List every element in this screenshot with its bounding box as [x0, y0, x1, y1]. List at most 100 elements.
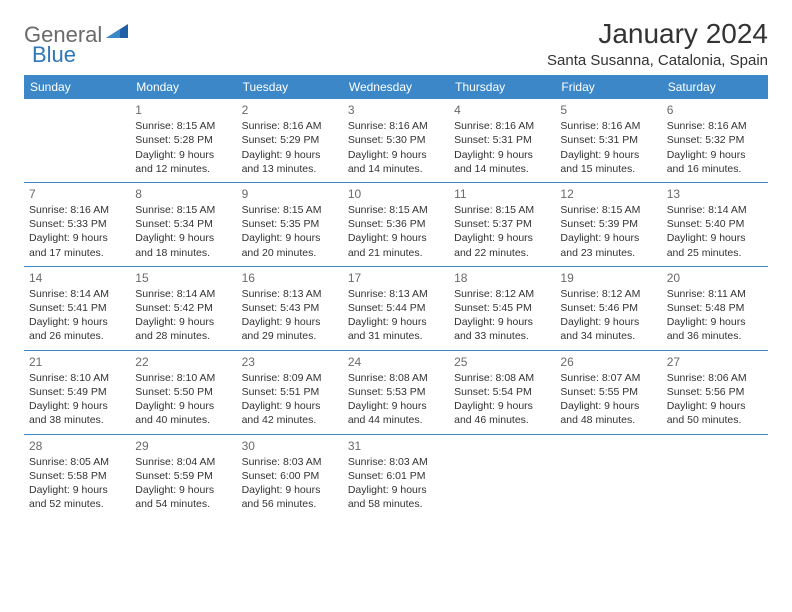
- sunrise-text: Sunrise: 8:12 AM: [560, 287, 656, 301]
- sunset-text: Sunset: 5:56 PM: [667, 385, 763, 399]
- daylight-text: and 29 minutes.: [242, 329, 338, 343]
- day-number: 23: [242, 354, 338, 370]
- day-number: 30: [242, 438, 338, 454]
- calendar-day: 29Sunrise: 8:04 AMSunset: 5:59 PMDayligh…: [130, 435, 236, 518]
- day-number: 16: [242, 270, 338, 286]
- day-number: 29: [135, 438, 231, 454]
- daylight-text: and 36 minutes.: [667, 329, 763, 343]
- sunrise-text: Sunrise: 8:16 AM: [667, 119, 763, 133]
- sunset-text: Sunset: 5:36 PM: [348, 217, 444, 231]
- calendar-day: 17Sunrise: 8:13 AMSunset: 5:44 PMDayligh…: [343, 267, 449, 350]
- daylight-text: Daylight: 9 hours: [242, 483, 338, 497]
- sunset-text: Sunset: 5:32 PM: [667, 133, 763, 147]
- sunset-text: Sunset: 5:45 PM: [454, 301, 550, 315]
- sunset-text: Sunset: 5:58 PM: [29, 469, 125, 483]
- daylight-text: Daylight: 9 hours: [560, 231, 656, 245]
- daylight-text: and 56 minutes.: [242, 497, 338, 511]
- day-number: 2: [242, 102, 338, 118]
- day-number: 27: [667, 354, 763, 370]
- sunrise-text: Sunrise: 8:15 AM: [135, 119, 231, 133]
- daylight-text: Daylight: 9 hours: [242, 148, 338, 162]
- daylight-text: Daylight: 9 hours: [348, 399, 444, 413]
- weekday-mon: Monday: [130, 75, 236, 99]
- daylight-text: Daylight: 9 hours: [29, 483, 125, 497]
- calendar-week: 1Sunrise: 8:15 AMSunset: 5:28 PMDaylight…: [24, 99, 768, 183]
- sunset-text: Sunset: 5:59 PM: [135, 469, 231, 483]
- daylight-text: and 54 minutes.: [135, 497, 231, 511]
- sunset-text: Sunset: 5:31 PM: [560, 133, 656, 147]
- daylight-text: Daylight: 9 hours: [454, 315, 550, 329]
- day-number: 11: [454, 186, 550, 202]
- calendar-day: 14Sunrise: 8:14 AMSunset: 5:41 PMDayligh…: [24, 267, 130, 350]
- daylight-text: and 12 minutes.: [135, 162, 231, 176]
- sunset-text: Sunset: 5:40 PM: [667, 217, 763, 231]
- daylight-text: and 21 minutes.: [348, 246, 444, 260]
- daylight-text: and 50 minutes.: [667, 413, 763, 427]
- daylight-text: Daylight: 9 hours: [560, 315, 656, 329]
- day-number: 28: [29, 438, 125, 454]
- daylight-text: Daylight: 9 hours: [135, 148, 231, 162]
- daylight-text: Daylight: 9 hours: [135, 315, 231, 329]
- day-number: 6: [667, 102, 763, 118]
- day-number: 1: [135, 102, 231, 118]
- sunset-text: Sunset: 5:54 PM: [454, 385, 550, 399]
- sunrise-text: Sunrise: 8:08 AM: [454, 371, 550, 385]
- day-number: 21: [29, 354, 125, 370]
- calendar-day: 24Sunrise: 8:08 AMSunset: 5:53 PMDayligh…: [343, 351, 449, 434]
- sunset-text: Sunset: 5:33 PM: [29, 217, 125, 231]
- daylight-text: and 17 minutes.: [29, 246, 125, 260]
- sunset-text: Sunset: 5:31 PM: [454, 133, 550, 147]
- daylight-text: and 42 minutes.: [242, 413, 338, 427]
- calendar-day: 26Sunrise: 8:07 AMSunset: 5:55 PMDayligh…: [555, 351, 661, 434]
- sunrise-text: Sunrise: 8:16 AM: [29, 203, 125, 217]
- daylight-text: and 22 minutes.: [454, 246, 550, 260]
- daylight-text: Daylight: 9 hours: [135, 231, 231, 245]
- sunset-text: Sunset: 5:30 PM: [348, 133, 444, 147]
- daylight-text: Daylight: 9 hours: [348, 231, 444, 245]
- calendar-day: 1Sunrise: 8:15 AMSunset: 5:28 PMDaylight…: [130, 99, 236, 182]
- day-number: 13: [667, 186, 763, 202]
- weekday-thu: Thursday: [449, 75, 555, 99]
- day-number: 19: [560, 270, 656, 286]
- sunrise-text: Sunrise: 8:10 AM: [135, 371, 231, 385]
- weeks-container: 1Sunrise: 8:15 AMSunset: 5:28 PMDaylight…: [24, 99, 768, 517]
- sunrise-text: Sunrise: 8:16 AM: [454, 119, 550, 133]
- day-number: 9: [242, 186, 338, 202]
- sunrise-text: Sunrise: 8:14 AM: [667, 203, 763, 217]
- calendar-week: 14Sunrise: 8:14 AMSunset: 5:41 PMDayligh…: [24, 267, 768, 351]
- calendar-day: 18Sunrise: 8:12 AMSunset: 5:45 PMDayligh…: [449, 267, 555, 350]
- daylight-text: Daylight: 9 hours: [667, 399, 763, 413]
- calendar-day: 6Sunrise: 8:16 AMSunset: 5:32 PMDaylight…: [662, 99, 768, 182]
- sunrise-text: Sunrise: 8:14 AM: [29, 287, 125, 301]
- daylight-text: Daylight: 9 hours: [135, 483, 231, 497]
- daylight-text: and 15 minutes.: [560, 162, 656, 176]
- sunset-text: Sunset: 5:51 PM: [242, 385, 338, 399]
- sunrise-text: Sunrise: 8:15 AM: [560, 203, 656, 217]
- sunset-text: Sunset: 5:29 PM: [242, 133, 338, 147]
- sunrise-text: Sunrise: 8:07 AM: [560, 371, 656, 385]
- calendar-day-empty: [555, 435, 661, 518]
- daylight-text: and 46 minutes.: [454, 413, 550, 427]
- daylight-text: Daylight: 9 hours: [667, 231, 763, 245]
- sunset-text: Sunset: 5:49 PM: [29, 385, 125, 399]
- day-number: 31: [348, 438, 444, 454]
- calendar-week: 7Sunrise: 8:16 AMSunset: 5:33 PM Daylight…: [24, 183, 768, 267]
- day-number: 7: [29, 186, 125, 202]
- calendar-day: 27Sunrise: 8:06 AMSunset: 5:56 PMDayligh…: [662, 351, 768, 434]
- calendar-day: 22Sunrise: 8:10 AMSunset: 5:50 PMDayligh…: [130, 351, 236, 434]
- sunrise-text: Sunrise: 8:12 AM: [454, 287, 550, 301]
- day-number: 20: [667, 270, 763, 286]
- day-number: 10: [348, 186, 444, 202]
- sunset-text: Sunset: 6:01 PM: [348, 469, 444, 483]
- daylight-text: and 28 minutes.: [135, 329, 231, 343]
- daylight-text: Daylight: 9 hours: [29, 315, 125, 329]
- calendar-day: 25Sunrise: 8:08 AMSunset: 5:54 PMDayligh…: [449, 351, 555, 434]
- daylight-text: and 48 minutes.: [560, 413, 656, 427]
- day-number: 3: [348, 102, 444, 118]
- daylight-text: and 26 minutes.: [29, 329, 125, 343]
- day-number: 25: [454, 354, 550, 370]
- sunrise-text: Sunrise: 8:04 AM: [135, 455, 231, 469]
- calendar-day: 12Sunrise: 8:15 AMSunset: 5:39 PMDayligh…: [555, 183, 661, 266]
- sunrise-text: Sunrise: 8:13 AM: [242, 287, 338, 301]
- daylight-text: and 14 minutes.: [454, 162, 550, 176]
